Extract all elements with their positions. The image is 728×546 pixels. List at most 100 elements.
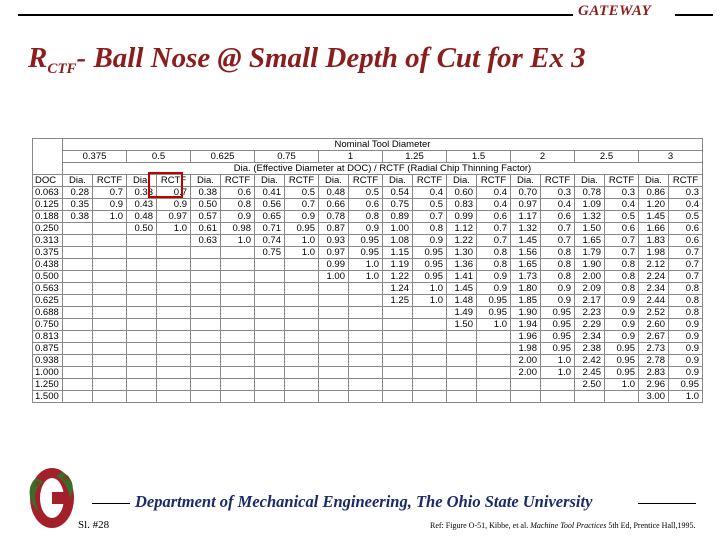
- table-cell: [318, 306, 349, 319]
- dia-column-label: Dia.: [446, 174, 477, 187]
- table-cell: 0.7: [540, 234, 575, 247]
- reference-note: Ref: Figure O-51, Kibbe, et al. Machine …: [430, 521, 695, 530]
- diameter-header-0: 0.375: [62, 150, 127, 163]
- table-cell: [126, 330, 157, 343]
- table-cell: 0.54: [382, 186, 413, 199]
- table-cell: [446, 390, 477, 403]
- table-cell: [284, 294, 319, 307]
- table-cell: 0.65: [254, 210, 285, 223]
- table-cell: [156, 330, 191, 343]
- table-cell: 0.8: [476, 246, 511, 259]
- table-cell: [62, 330, 93, 343]
- diameter-header-2: 0.625: [190, 150, 255, 163]
- table-cell: 1.96: [510, 330, 541, 343]
- table-cell: [62, 390, 93, 403]
- table-cell: 0.7: [284, 198, 319, 211]
- table-cell: 2.12: [638, 258, 669, 271]
- table-cell: 0.7: [668, 246, 703, 259]
- table-cell: [412, 342, 447, 355]
- table-cell: [284, 258, 319, 271]
- table-cell: [92, 258, 127, 271]
- table-cell: 1.0: [604, 378, 639, 391]
- table-cell: [126, 246, 157, 259]
- doc-cell: 0.250: [32, 222, 63, 235]
- table-cell: [190, 306, 221, 319]
- table-cell: 0.6: [604, 222, 639, 235]
- table-row: 0.813 1.96 0.95 2.34 0.9 2.67 0.9: [32, 330, 703, 343]
- table-cell: 0.6: [540, 210, 575, 223]
- table-cell: [156, 294, 191, 307]
- table-cell: 0.8: [668, 294, 703, 307]
- table-cell: 0.4: [412, 186, 447, 199]
- table-cell: [254, 330, 285, 343]
- table-cell: 0.4: [668, 198, 703, 211]
- table-cell: 0.95: [284, 222, 319, 235]
- doc-cell: 0.563: [32, 282, 63, 295]
- table-cell: [156, 270, 191, 283]
- table-cell: 0.9: [540, 294, 575, 307]
- table-cell: 1.65: [574, 234, 605, 247]
- table-cell: [92, 306, 127, 319]
- table-cell: 0.66: [318, 198, 349, 211]
- table-cell: [62, 258, 93, 271]
- table-cell: 0.9: [668, 330, 703, 343]
- table-cell: 2.00: [510, 366, 541, 379]
- table-cell: 1.0: [412, 282, 447, 295]
- table-cell: 0.8: [540, 246, 575, 259]
- rctf-column-label: RCTF: [92, 174, 127, 187]
- table-cell: [62, 306, 93, 319]
- table-cell: 0.5: [412, 198, 447, 211]
- table-cell: 2.09: [574, 282, 605, 295]
- table-cell: [92, 378, 127, 391]
- table-cell: 0.99: [318, 258, 349, 271]
- table-cell: 2.78: [638, 354, 669, 367]
- table-cell: 0.95: [540, 330, 575, 343]
- table-cell: 0.9: [348, 222, 383, 235]
- title-rest: - Ball Nose @ Small Depth of Cut for Ex …: [76, 42, 586, 74]
- table-cell: [446, 378, 477, 391]
- table-cell: [156, 258, 191, 271]
- table-cell: 0.95: [412, 270, 447, 283]
- table-cell: [254, 270, 285, 283]
- rctf-column-label: RCTF: [604, 174, 639, 187]
- table-cell: 1.0: [476, 318, 511, 331]
- table-cell: [62, 366, 93, 379]
- diameter-header-1: 0.5: [126, 150, 191, 163]
- table-cell: [156, 246, 191, 259]
- table-cell: [412, 378, 447, 391]
- table-cell: 0.9: [604, 294, 639, 307]
- table-cell: [156, 234, 191, 247]
- table-cell: 1.17: [510, 210, 541, 223]
- table-cell: 2.52: [638, 306, 669, 319]
- table-cell: 0.95: [540, 318, 575, 331]
- table-cell: [348, 330, 383, 343]
- table-cell: [126, 378, 157, 391]
- table-cell: 1.48: [446, 294, 477, 307]
- diameter-header-7: 2: [510, 150, 575, 163]
- table-cell: 0.8: [668, 306, 703, 319]
- table-cell: [540, 390, 575, 403]
- table-cell: [348, 354, 383, 367]
- table-cell: 2.17: [574, 294, 605, 307]
- table-cell: 0.4: [476, 198, 511, 211]
- table-cell: 0.8: [348, 210, 383, 223]
- table-cell: [92, 282, 127, 295]
- table-cell: [126, 294, 157, 307]
- table-cell: [62, 354, 93, 367]
- table-cell: 0.60: [446, 186, 477, 199]
- table-cell: 2.44: [638, 294, 669, 307]
- table-cell: [156, 378, 191, 391]
- table-cell: [190, 246, 221, 259]
- table-cell: 0.95: [476, 306, 511, 319]
- table-cell: 0.61: [190, 222, 221, 235]
- doc-cell: 0.188: [32, 210, 63, 223]
- table-cell: [92, 318, 127, 331]
- table-row: 0.938 2.00 1.0 2.42 0.95 2.78 0.9: [32, 354, 703, 367]
- table-cell: [156, 390, 191, 403]
- table-cell: [220, 330, 255, 343]
- table-cell: [190, 366, 221, 379]
- department-name: Department of Mechanical Engineering, Th…: [135, 492, 593, 511]
- table-cell: 0.48: [318, 186, 349, 199]
- rctf-column-label: RCTF: [348, 174, 383, 187]
- table-cell: [574, 390, 605, 403]
